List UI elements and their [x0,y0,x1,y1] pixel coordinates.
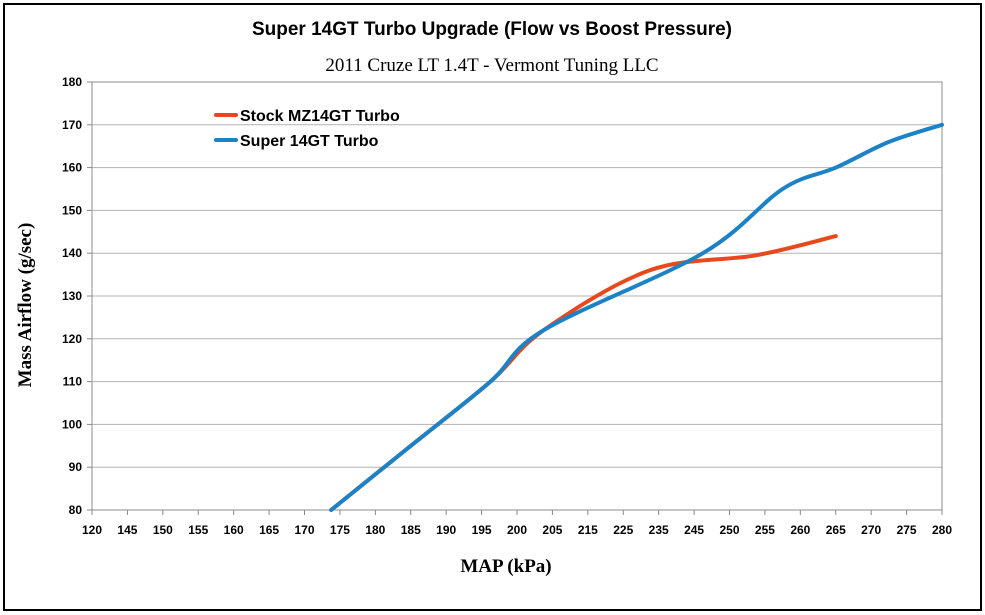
x-tick-label: 150 [153,523,173,537]
x-tick-label: 265 [826,523,846,537]
x-axis-label: MAP (kPa) [460,556,551,577]
plot-area-border [91,81,943,511]
x-tick-label: 205 [542,523,562,537]
y-axis-label: Mass Airflow (g/sec) [15,223,36,388]
x-tick-label: 175 [330,523,350,537]
x-tick-label: 280 [932,523,952,537]
chart-subtitle: 2011 Cruze LT 1.4T - Vermont Tuning LLC [325,55,658,76]
series-lines [329,122,944,512]
x-tick-label: 160 [224,523,244,537]
y-tick-label: 160 [62,161,82,175]
series-line-1 [329,122,944,512]
x-tick-label: 170 [294,523,314,537]
y-tick-label: 100 [62,417,82,431]
x-tick-label: 245 [684,523,704,537]
x-tick-label: 180 [365,523,385,537]
chart-title: Super 14GT Turbo Upgrade (Flow vs Boost … [252,19,732,40]
legend-entry: Super 14GT Turbo [240,133,379,150]
y-tick-label: 80 [69,503,83,517]
x-tick-label: 145 [117,523,137,537]
y-tick-label: 150 [62,203,82,217]
y-tick-label: 170 [62,118,82,132]
x-tick-label: 190 [436,523,456,537]
x-tick-label: 200 [507,523,527,537]
x-tick-label: 155 [188,523,208,537]
y-tick-label: 90 [69,460,83,474]
x-tick-label: 215 [578,523,598,537]
x-tick-label: 270 [861,523,881,537]
x-tick-label: 165 [259,523,279,537]
legend: Stock MZ14GT Turbo Super 14GT Turbo [214,108,400,150]
x-tick-label: 260 [790,523,810,537]
x-tick-label: 195 [472,523,492,537]
y-tick-label: 130 [62,289,82,303]
y-tick-label: 110 [63,375,83,389]
x-tick-labels: 120 145 150 155 160 165 170 175 180 185 190 195 200 2… [82,523,952,537]
x-tick-label: 120 [82,523,102,537]
y-tick-labels: 80 90 100 110 120 130 140 150 160 170 180 [62,75,82,517]
y-tick-label: 140 [62,246,82,260]
x-tick-label: 235 [649,523,669,537]
x-tick-label: 185 [401,523,421,537]
legend-entry: Stock MZ14GT Turbo [240,108,400,125]
y-tick-label: 180 [62,75,82,89]
x-tick-label: 275 [897,523,917,537]
series-line-0 [329,234,838,512]
x-tick-label: 255 [755,523,775,537]
y-tick-label: 120 [62,332,82,346]
x-tick-label: 250 [719,523,739,537]
axes [87,81,943,515]
x-tick-label: 225 [613,523,633,537]
